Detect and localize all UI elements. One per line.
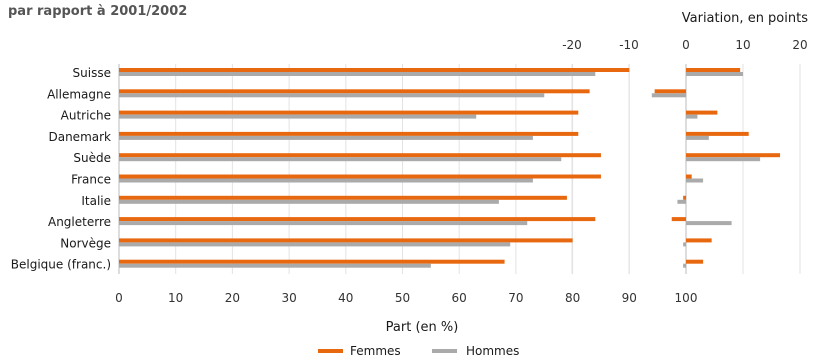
left-x-tick-label: 0 [115, 291, 123, 305]
bar-left-hommes [119, 221, 528, 226]
right-x-tick-label: -20 [562, 38, 582, 52]
left-x-tick-label: 70 [508, 291, 523, 305]
bar-left-femmes [119, 195, 567, 200]
category-label: Allemagne [47, 87, 111, 101]
bar-left-hommes [119, 242, 511, 247]
bar-left-femmes [119, 238, 573, 243]
bar-right-femmes [654, 89, 686, 94]
category-labels: Suisse Allemagne Autriche Danemark Suède Fran… [11, 66, 111, 272]
bar-right-femmes [686, 153, 781, 158]
category-label: Angleterre [48, 215, 111, 229]
bar-left-femmes [119, 131, 579, 136]
category-label: Norvège [60, 236, 111, 250]
right-x-tick-label: 0 [682, 38, 690, 52]
bar-left-hommes [119, 157, 562, 162]
bar-right-hommes [683, 242, 686, 247]
legend: Femmes Hommes [318, 344, 519, 358]
left-x-tick-label: 40 [338, 291, 353, 305]
bar-left-femmes [119, 153, 601, 158]
bar-right-femmes [683, 195, 686, 200]
left-x-tick-label: 100 [675, 291, 698, 305]
right-x-tick-label: 10 [735, 38, 750, 52]
right-x-ticks: -20 -10 0 10 20 [562, 38, 807, 52]
bar-left-femmes [119, 110, 579, 115]
bar-right-hommes [686, 178, 704, 183]
left-x-tick-label: 50 [395, 291, 410, 305]
bar-left-hommes [119, 199, 499, 204]
category-label: Autriche [61, 109, 111, 123]
left-bars [119, 68, 630, 268]
category-label: Belgique (franc.) [11, 258, 111, 272]
category-label: Suède [73, 151, 111, 165]
left-x-ticks: 0 10 20 30 40 50 60 70 80 90 100 [115, 291, 697, 305]
subtitle: par rapport à 2001/2002 [8, 4, 187, 19]
bar-right-femmes [686, 68, 741, 72]
category-label: France [71, 173, 111, 187]
bar-left-hommes [119, 114, 477, 119]
bar-right-femmes [686, 259, 704, 264]
category-label: Danemark [48, 130, 111, 144]
bar-right-femmes [686, 238, 712, 243]
left-x-tick-label: 30 [281, 291, 296, 305]
right-panel-title: Variation, en points [682, 11, 808, 26]
left-x-tick-label: 20 [225, 291, 240, 305]
right-x-tick-label: -10 [619, 38, 639, 52]
bar-right-hommes [686, 221, 732, 226]
bar-left-hommes [119, 72, 596, 76]
bar-left-femmes [119, 89, 590, 94]
left-x-tick-label: 10 [168, 291, 183, 305]
x-axis-label: Part (en %) [386, 320, 459, 335]
bar-right-hommes [683, 263, 686, 268]
bar-right-femmes [686, 174, 692, 179]
bar-left-hommes [119, 263, 431, 268]
bar-left-femmes [119, 174, 601, 179]
right-x-tick-label: 20 [792, 38, 807, 52]
left-x-tick-label: 90 [622, 291, 637, 305]
bar-left-hommes [119, 178, 533, 183]
bar-left-hommes [119, 93, 545, 98]
bar-right-femmes [671, 217, 686, 222]
right-bars [651, 68, 781, 268]
bar-left-femmes [119, 259, 505, 264]
left-x-tick-label: 80 [565, 291, 580, 305]
left-x-tick-label: 60 [452, 291, 467, 305]
bar-right-femmes [686, 110, 718, 115]
bar-right-hommes [686, 114, 698, 119]
category-label: Suisse [73, 66, 111, 80]
bar-right-hommes [677, 199, 686, 204]
bar-right-hommes [686, 135, 709, 140]
bar-left-femmes [119, 217, 596, 222]
category-label: Italie [81, 194, 111, 208]
bar-right-hommes [651, 93, 686, 98]
legend-label-femmes: Femmes [350, 344, 401, 358]
bar-right-hommes [686, 157, 761, 162]
bar-left-hommes [119, 135, 533, 140]
bar-left-femmes [119, 68, 630, 72]
legend-label-hommes: Hommes [466, 344, 519, 358]
bar-right-hommes [686, 72, 743, 76]
bar-right-femmes [686, 131, 749, 136]
